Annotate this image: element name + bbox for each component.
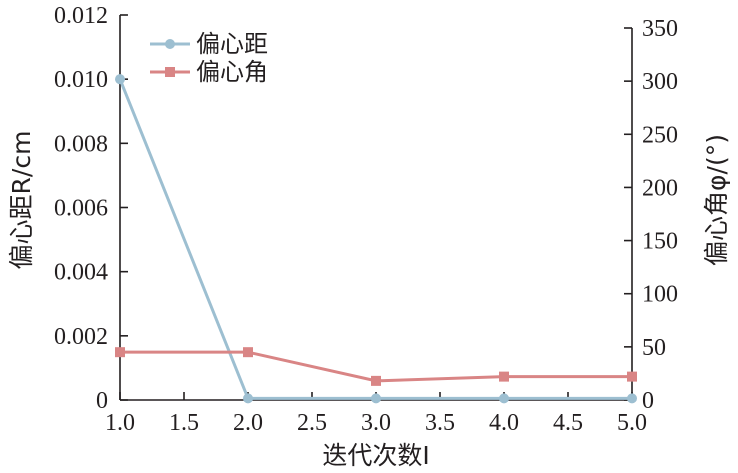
data-point-eccentric-angle — [115, 347, 125, 358]
x-tick-label: 3.5 — [425, 410, 455, 436]
data-point-eccentricity — [115, 74, 125, 85]
x-tick-label: 4.5 — [553, 410, 583, 436]
data-point-eccentric-angle — [243, 347, 253, 358]
legend-item-eccentricity: 偏心距 — [150, 30, 268, 58]
data-point-eccentricity — [499, 393, 509, 404]
data-point-eccentric-angle — [627, 371, 637, 382]
legend-marker-eccentric-angle — [165, 67, 175, 77]
series-line-eccentricity — [118, 78, 632, 400]
legend-label-eccentric-angle: 偏心角 — [196, 58, 268, 86]
data-point-eccentricity — [371, 393, 381, 404]
x-tick-label: 4.0 — [489, 410, 519, 436]
x-tick-label: 1.5 — [169, 410, 199, 436]
left-y-axis-ticks: 0 0.002 0.004 0.006 0.008 0.010 0.012 — [54, 3, 128, 414]
data-point-eccentric-angle — [371, 375, 381, 386]
left-y-tick-label: 0.004 — [54, 260, 108, 286]
legend-label-eccentricity: 偏心距 — [196, 30, 268, 58]
data-point-eccentricity — [243, 393, 253, 404]
left-y-tick-label: 0.008 — [54, 131, 108, 157]
right-y-tick-label: 200 — [642, 175, 678, 201]
legend: 偏心距 偏心角 — [150, 30, 268, 86]
x-tick-label: 5.0 — [617, 410, 647, 436]
right-y-tick-label: 300 — [642, 69, 678, 95]
x-axis-title: 迭代次数I — [322, 441, 429, 470]
right-y-axis-ticks: 0 50 100 150 200 250 300 350 — [624, 16, 678, 414]
left-y-tick-label: 0.006 — [54, 196, 108, 222]
series-layer — [115, 74, 637, 404]
left-y-tick-label: 0 — [96, 388, 108, 414]
left-y-tick-label: 0.012 — [54, 3, 108, 29]
x-tick-label: 1.0 — [105, 410, 135, 436]
left-y-tick-label: 0.010 — [54, 67, 108, 93]
right-y-tick-label: 250 — [642, 122, 678, 148]
right-y-axis-title: 偏心角φ/(°) — [702, 134, 731, 266]
legend-item-eccentric-angle: 偏心角 — [150, 58, 268, 86]
x-tick-label: 2.5 — [297, 410, 327, 436]
data-point-eccentric-angle — [499, 371, 509, 382]
data-point-eccentricity — [627, 393, 637, 404]
left-y-tick-label: 0.002 — [54, 324, 108, 350]
right-y-tick-label: 50 — [642, 335, 666, 361]
right-y-tick-label: 100 — [642, 282, 678, 308]
right-y-tick-label: 150 — [642, 229, 678, 255]
left-y-axis-title: 偏心距R/cm — [7, 131, 36, 270]
right-y-tick-label: 350 — [642, 16, 678, 42]
x-tick-label: 3.0 — [361, 410, 391, 436]
x-tick-label: 2.0 — [233, 410, 263, 436]
legend-marker-eccentricity — [165, 39, 175, 49]
right-y-tick-label: 0 — [642, 388, 654, 414]
x-axis-ticks: 1.0 1.5 2.0 2.5 3.0 3.5 4.0 4.5 5.0 — [105, 392, 647, 436]
